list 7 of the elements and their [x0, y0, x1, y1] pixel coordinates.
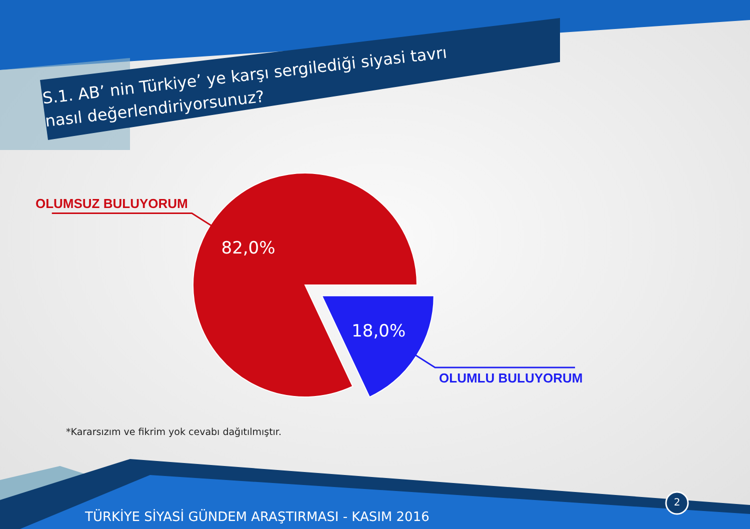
data-label: 82,0%: [221, 238, 276, 259]
slice-label: OLUMLU BULUYORUM: [439, 370, 583, 386]
text: *Kararsızım ve fikrim yok cevabı dağıtılmıştır.: [66, 427, 282, 438]
text: TÜRKİYE SİYASİ GÜNDEM ARAŞTIRMASI - KASIM 2016: [84, 509, 430, 525]
text: 2: [674, 498, 680, 508]
slice-label: OLUMSUZ BULUYORUM: [35, 196, 188, 212]
data-label: 18,0%: [352, 321, 406, 342]
